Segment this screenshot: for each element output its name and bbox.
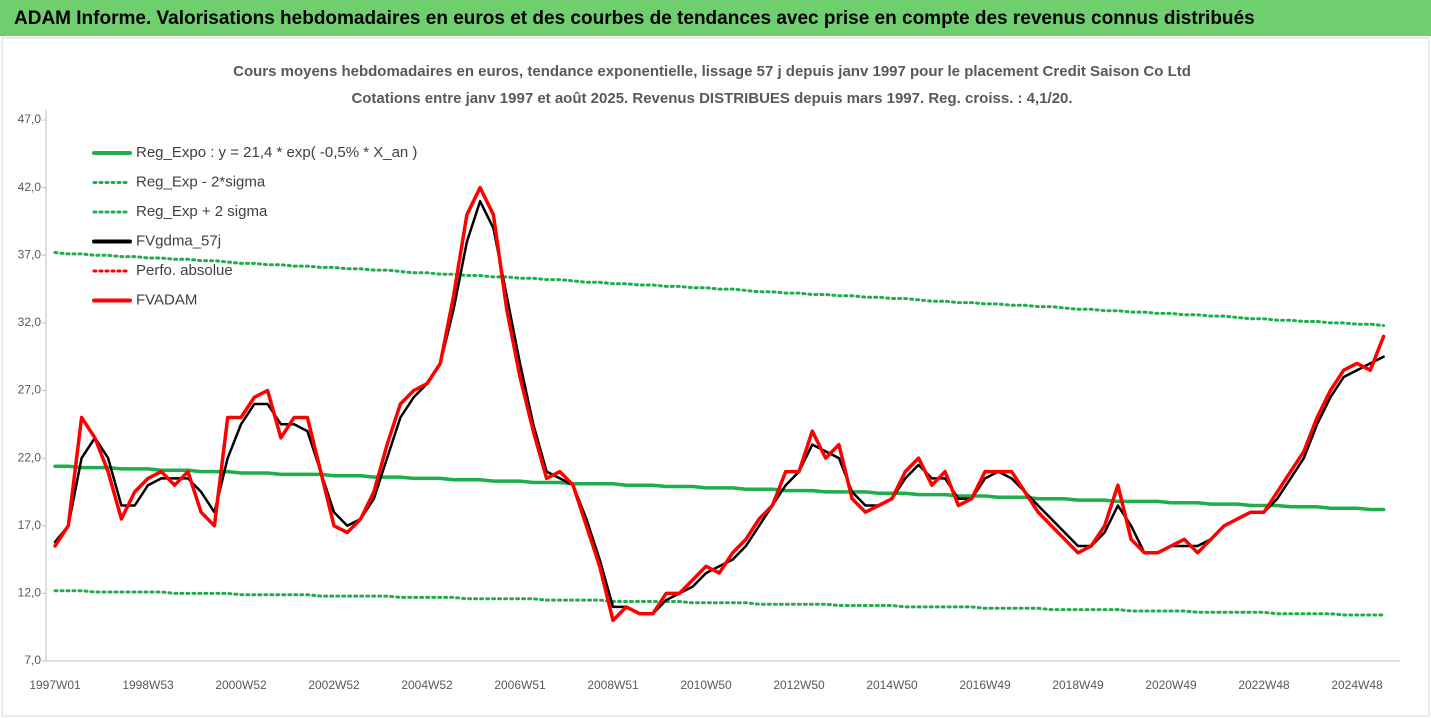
header-title: ADAM Informe. Valorisations hebdomadaire… <box>14 8 1255 29</box>
x-tick-label: 1997W01 <box>29 678 81 692</box>
x-tick-label: 2024W48 <box>1331 678 1383 692</box>
y-tick-label: 37,0 <box>18 247 42 261</box>
chart-frame <box>1 37 1430 717</box>
x-tick-label: 2022W48 <box>1238 678 1290 692</box>
y-tick-label: 12,0 <box>18 586 42 600</box>
y-tick-label: 22,0 <box>18 450 42 464</box>
header-bar <box>0 0 1431 36</box>
x-tick-label: 2018W49 <box>1052 678 1104 692</box>
series-line <box>53 185 1386 623</box>
x-tick-label: 2012W50 <box>773 678 825 692</box>
legend-label: FVgdma_57j <box>136 232 221 249</box>
y-tick-label: 32,0 <box>18 315 42 329</box>
legend-label: Perfo. absolue <box>136 262 233 279</box>
y-tick-label: 27,0 <box>18 383 42 397</box>
legend-label: Reg_Exp + 2 sigma <box>136 203 268 220</box>
series-line <box>53 589 1386 617</box>
y-tick-label: 42,0 <box>18 180 42 194</box>
x-tick-label: 2008W51 <box>587 678 639 692</box>
x-tick-label: 1998W53 <box>122 678 174 692</box>
x-tick-label: 2000W52 <box>215 678 267 692</box>
x-tick-label: 2010W50 <box>680 678 732 692</box>
legend-label: FVADAM <box>136 291 197 308</box>
legend-label: Reg_Expo : y = 21,4 * exp( -0,5% * X_an … <box>136 144 417 161</box>
x-tick-label: 2016W49 <box>959 678 1011 692</box>
chart-title: Cours moyens hebdomadaires en euros, ten… <box>233 63 1191 80</box>
series-line <box>53 251 1386 328</box>
x-tick-label: 2020W49 <box>1145 678 1197 692</box>
legend-label: Reg_Exp - 2*sigma <box>136 173 266 190</box>
y-tick-label: 17,0 <box>18 518 42 532</box>
x-tick-label: 2002W52 <box>308 678 360 692</box>
y-tick-label: 7,0 <box>24 653 41 667</box>
y-tick-label: 47,0 <box>18 112 42 126</box>
chart-subtitle: Cotations entre janv 1997 et août 2025. … <box>351 90 1072 107</box>
x-tick-label: 2006W51 <box>494 678 546 692</box>
x-tick-label: 2014W50 <box>866 678 918 692</box>
x-tick-label: 2004W52 <box>401 678 453 692</box>
series-line <box>53 464 1386 512</box>
